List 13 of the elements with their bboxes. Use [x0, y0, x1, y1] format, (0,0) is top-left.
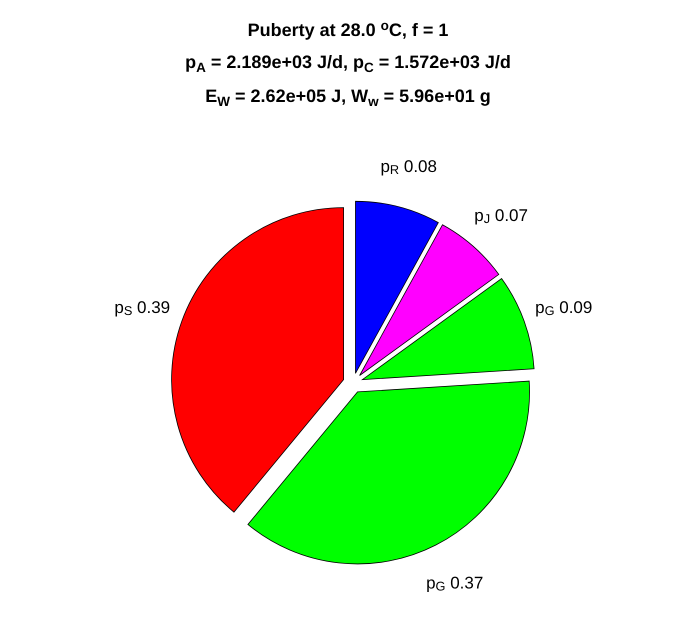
data-label: 0.09	[554, 298, 592, 317]
slice-label: p$_{J}$	[474, 205, 490, 226]
chart-title: Puberty at 28.0 $^{o}$C, f = 1	[248, 18, 448, 40]
slice-label: p$_{S}$	[114, 298, 132, 319]
data-label: 0.39	[132, 298, 170, 317]
data-label: 0.07	[490, 205, 528, 224]
slice-label: p$_{G}$	[426, 573, 446, 594]
slice-label: p$_{R}$	[380, 156, 400, 178]
slice-label: p$_{G}$	[535, 298, 555, 319]
chart-subtitle: p$_{A}$ = 2.189e+03 J/d, p$_{C}$ = 1.572e+03 J/d	[185, 52, 511, 76]
text: E$_{W}$ = 2.62e+05 J, W$_{w}$ = 5.96e+01 g	[205, 86, 491, 110]
data-label: 0.08	[399, 156, 437, 176]
data-label: 0.37	[445, 573, 484, 592]
